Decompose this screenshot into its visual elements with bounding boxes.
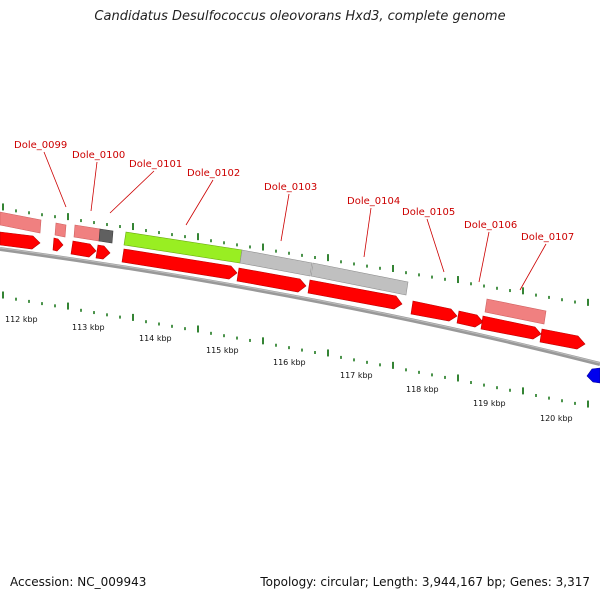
gray-feature-1[interactable] <box>239 249 313 277</box>
cds-arrow[interactable] <box>410 300 458 322</box>
gene-label[interactable]: Dole_0106 <box>464 220 517 231</box>
light-feature-1[interactable] <box>0 211 42 234</box>
gray-feature-2[interactable] <box>310 262 409 296</box>
blue-feature-arrow[interactable] <box>586 367 600 384</box>
gene-label[interactable]: Dole_0100 <box>72 150 125 161</box>
accession-text: Accession: NC_009943 <box>10 575 147 589</box>
gene-label[interactable]: Dole_0103 <box>264 182 317 193</box>
genome-backbone-highlight <box>0 247 600 364</box>
light-feature-3[interactable] <box>73 224 101 242</box>
gene-label[interactable]: Dole_0101 <box>129 159 182 170</box>
cds-arrow[interactable] <box>52 237 64 252</box>
kbp-label: 114 kbp <box>139 334 172 343</box>
kbp-label: 115 kbp <box>206 346 239 355</box>
cds-arrow[interactable] <box>236 267 307 293</box>
genome-backbone <box>0 247 600 366</box>
gene-label[interactable]: Dole_0107 <box>521 232 574 243</box>
kbp-label: 120 kbp <box>540 414 573 423</box>
kbp-label: 117 kbp <box>340 371 373 380</box>
dark-feature[interactable] <box>98 228 114 244</box>
kbp-label: 118 kbp <box>406 385 439 394</box>
kbp-label: 119 kbp <box>473 399 506 408</box>
kbp-label: 113 kbp <box>72 323 105 332</box>
gene-label[interactable]: Dole_0105 <box>402 207 455 218</box>
gene-labels: Dole_0099 Dole_0100 Dole_0101 Dole_0102 … <box>14 140 574 291</box>
genome-title: Candidatus Desulfococcus oleovorans Hxd3… <box>94 9 506 24</box>
cds-arrow[interactable] <box>121 248 238 280</box>
cds-arrow[interactable] <box>95 244 111 260</box>
topology-text: Topology: circular; Length: 3,944,167 bp… <box>260 575 590 589</box>
cds-arrow[interactable] <box>70 240 97 258</box>
kbp-label: 116 kbp <box>273 358 306 367</box>
outer-tick-row <box>2 203 589 306</box>
kbp-label: 112 kbp <box>5 315 38 324</box>
inner-tick-row <box>2 291 589 408</box>
scale-labels: 112 kbp 113 kbp 114 kbp 115 kbp 116 kbp … <box>5 315 573 423</box>
gene-label[interactable]: Dole_0104 <box>347 196 400 207</box>
cds-arrow[interactable] <box>480 315 542 340</box>
light-feature-2[interactable] <box>54 222 67 238</box>
feature-track <box>0 211 547 325</box>
gene-label[interactable]: Dole_0102 <box>187 168 240 179</box>
cds-arrow-track <box>0 231 600 384</box>
cds-arrow[interactable] <box>456 310 484 328</box>
gene-label[interactable]: Dole_0099 <box>14 140 67 151</box>
light-feature-4[interactable] <box>484 298 547 325</box>
cds-arrow[interactable] <box>307 279 403 310</box>
cds-arrow[interactable] <box>539 328 586 350</box>
cds-arrow[interactable] <box>0 231 41 250</box>
